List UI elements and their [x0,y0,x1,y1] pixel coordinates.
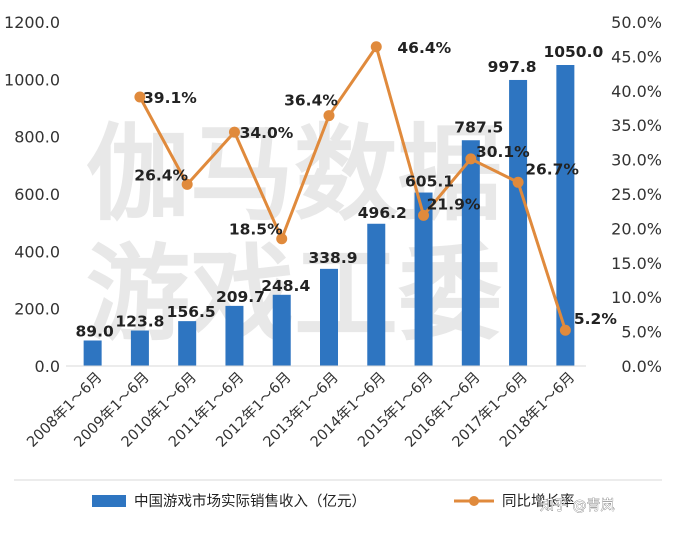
right-axis-tick-label: 35.0% [611,116,662,135]
revenue-bar [414,192,433,366]
legend-line-label: 同比增长率 [502,493,575,510]
bar-value-label: 787.5 [454,118,503,136]
revenue-bar [556,65,575,366]
growth-line [138,45,567,331]
growth-line-point [512,176,524,188]
bar-value-label: 123.8 [115,313,164,331]
growth-line-series [134,41,571,336]
growth-line-point [134,91,146,103]
revenue-bar [225,305,244,366]
left-axis-tick-label: 1200.0 [4,13,60,32]
revenue-bar [461,140,480,366]
bar-value-label: 1050.0 [543,43,603,61]
growth-line-point [370,41,382,53]
x-axis-tick-labels: 2008年1～6月2009年1～6月2010年1～6月2011年1～6月2012… [24,369,579,451]
bar-value-label: 997.8 [488,58,537,76]
right-axis-tick-label: 0.0% [621,357,662,376]
line-value-label: 5.2% [574,310,617,328]
line-value-label: 18.5% [229,221,283,239]
right-axis-tick-label: 20.0% [611,219,662,238]
growth-line-point [559,324,571,336]
left-axis-tick-label: 800.0 [14,128,60,147]
revenue-bar [272,294,291,366]
line-value-label: 36.4% [284,92,338,110]
legend: 中国游戏市场实际销售收入（亿元） 同比增长率 [92,493,575,510]
right-axis-tick-label: 40.0% [611,82,662,101]
bar-value-label: 156.5 [167,303,216,321]
line-value-label: 39.1% [143,89,197,107]
left-axis-tick-label: 600.0 [14,185,60,204]
left-axis-tick-label: 400.0 [14,242,60,261]
revenue-bar [130,330,149,366]
line-value-label: 26.7% [525,160,579,178]
bar-value-label: 209.7 [216,288,265,306]
growth-line-point [323,110,335,122]
bar-value-label: 248.4 [261,277,310,295]
legend-bar-label: 中国游戏市场实际销售收入（亿元） [134,493,366,510]
line-value-label: 26.4% [134,166,188,184]
revenue-bar [509,79,528,367]
bar-value-label: 605.1 [405,173,454,191]
right-axis-tick-label: 15.0% [611,254,662,273]
bar-series [83,65,575,367]
growth-line-point [418,209,430,221]
right-axis-tick-label: 5.0% [621,323,662,342]
growth-line-point [276,233,288,245]
growth-line-point [181,178,193,190]
right-axis-tick-label: 30.0% [611,151,662,170]
revenue-bar [178,321,197,366]
left-axis-tick-label: 1000.0 [4,70,60,89]
right-axis: 0.0% 5.0% 10.0% 15.0% 20.0% 25.0% 30.0% 35.0% 40… [611,13,662,376]
right-axis-tick-label: 45.0% [611,47,662,66]
right-axis-tick-label: 10.0% [611,288,662,307]
growth-line-point [228,126,240,138]
legend-line-marker [469,496,479,506]
legend-bar-swatch [92,495,126,507]
revenue-bar [367,223,386,366]
right-axis-tick-label: 25.0% [611,185,662,204]
line-value-label: 21.9% [427,195,481,213]
left-axis-tick-label: 200.0 [14,300,60,319]
bar-value-label: 496.2 [358,204,407,222]
line-value-label: 34.0% [240,124,294,142]
line-value-label: 46.4% [397,39,451,57]
right-axis-tick-label: 50.0% [611,13,662,32]
watermark-line-2: 游戏工委 [86,233,502,355]
line-value-labels: 39.1% 26.4% 34.0% 18.5% 36.4% 46.4% 21.9% 30.1%… [134,39,617,328]
line-value-label: 30.1% [476,143,530,161]
credit-text: 知乎 @青岚 [540,497,614,514]
bar-value-label: 338.9 [308,249,357,267]
revenue-bar [83,340,102,366]
watermark-line-1: 伽马数据 [86,113,502,235]
bar-value-label: 89.0 [76,322,114,340]
revenue-bar [320,268,338,366]
left-axis: 0.0 200.0 400.0 600.0 800.0 1000.0 1200.0 [4,13,60,376]
growth-line-point [465,153,477,165]
left-axis-tick-label: 0.0 [35,357,60,376]
